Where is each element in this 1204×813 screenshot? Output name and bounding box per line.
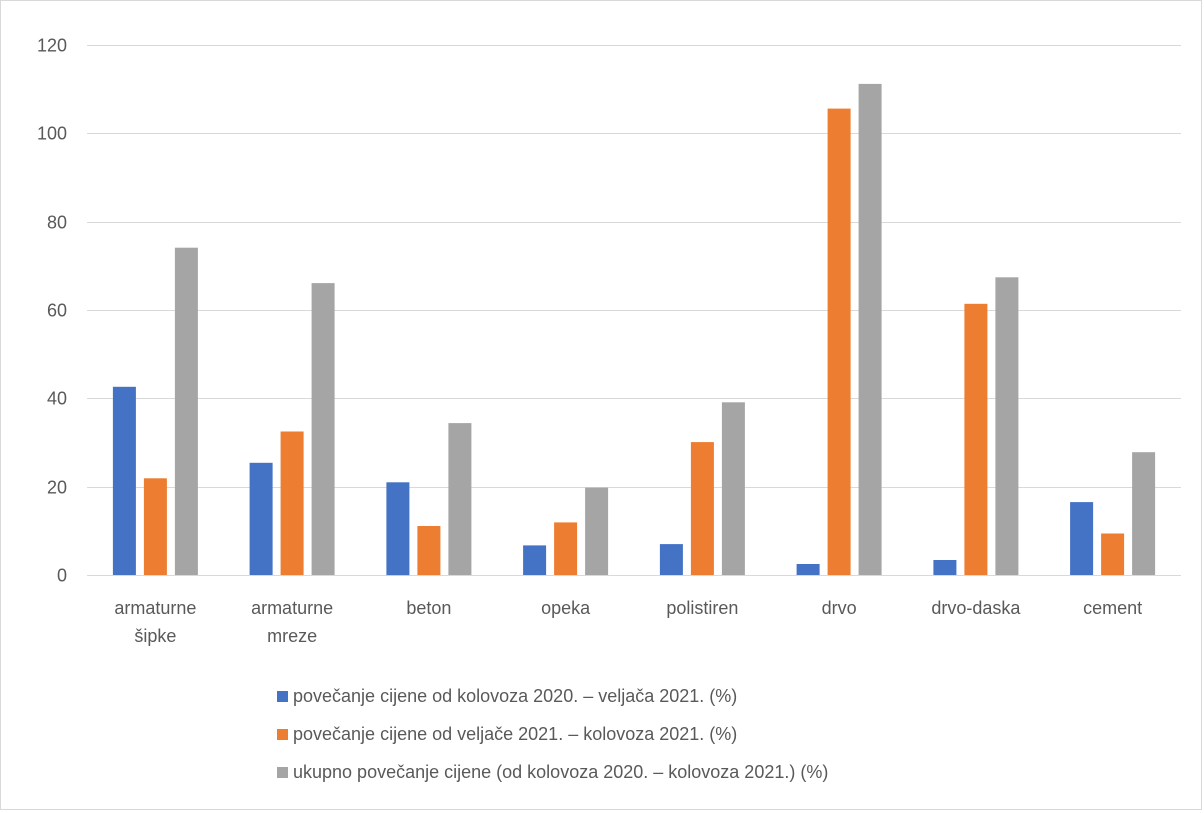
x-category-label: armaturne xyxy=(114,598,196,618)
legend-label-series-2: povečanje cijene od veljače 2021. – kolo… xyxy=(293,723,738,744)
bar-series-3-cat-5 xyxy=(721,402,745,575)
bar-series-2-cat-5 xyxy=(690,442,714,575)
bar-series-3-cat-2 xyxy=(311,283,335,575)
bar-series-3-cat-3 xyxy=(448,423,472,575)
bar-series-1-cat-3 xyxy=(386,482,410,576)
bar-series-1-cat-4 xyxy=(523,545,547,575)
x-axis-categories: armaturne šipke armaturne mreze beton opeka po… xyxy=(114,598,1142,646)
bar-series-1-cat-8 xyxy=(1070,502,1094,575)
x-category-label: drvo-daska xyxy=(931,598,1021,618)
bar-series-2-cat-4 xyxy=(554,522,578,575)
legend-label-series-1: povečanje cijene od kolovoza 2020. – vel… xyxy=(293,685,738,706)
bar-series-2-cat-7 xyxy=(964,303,988,575)
bar-series-1-cat-2 xyxy=(249,462,273,575)
bar-series-1-cat-1 xyxy=(112,386,136,575)
y-tick-label: 20 xyxy=(47,478,67,498)
bar-series-3-cat-7 xyxy=(995,277,1019,575)
y-tick-label: 100 xyxy=(37,124,67,144)
x-category-label: drvo xyxy=(822,598,857,618)
bar-series-1-cat-5 xyxy=(659,544,683,575)
x-category-label: šipke xyxy=(134,626,176,646)
bar-series-1-cat-6 xyxy=(796,564,820,575)
legend-item-series-1: povečanje cijene od kolovoza 2020. – vel… xyxy=(277,677,1157,715)
legend: povečanje cijene od kolovoza 2020. – vel… xyxy=(277,677,1157,791)
legend-label-series-3: ukupno povečanje cijene (od kolovoza 202… xyxy=(293,761,829,782)
bar-series-3-cat-4 xyxy=(585,487,609,575)
y-tick-label: 60 xyxy=(47,301,67,321)
x-category-label: opeka xyxy=(541,598,591,618)
bar-series-2-cat-6 xyxy=(827,108,851,575)
bar-series-1-cat-7 xyxy=(933,560,957,575)
y-tick-label: 120 xyxy=(37,36,67,56)
bar-series-2-cat-3 xyxy=(417,526,441,575)
legend-swatch-series-1 xyxy=(277,690,288,702)
x-category-label: cement xyxy=(1083,598,1142,618)
y-tick-label: 40 xyxy=(47,389,67,409)
bar-series-2-cat-8 xyxy=(1101,533,1125,575)
legend-swatch-series-2 xyxy=(277,728,288,740)
bar-series-3-cat-1 xyxy=(174,247,198,575)
x-category-label: armaturne xyxy=(251,598,333,618)
legend-item-series-2: povečanje cijene od veljače 2021. – kolo… xyxy=(277,715,1157,753)
bar-series-2-cat-2 xyxy=(280,431,304,575)
x-category-label: mreze xyxy=(267,626,317,646)
bar-series-3-cat-6 xyxy=(858,83,882,576)
bars xyxy=(112,83,1156,576)
y-axis-ticks: 0 20 40 60 80 100 120 xyxy=(37,36,67,586)
legend-item-series-3: ukupno povečanje cijene (od kolovoza 202… xyxy=(277,753,1157,791)
y-tick-label: 0 xyxy=(57,566,67,586)
y-tick-label: 80 xyxy=(47,213,67,233)
bar-series-2-cat-1 xyxy=(143,478,167,575)
bar-series-3-cat-8 xyxy=(1132,452,1156,575)
legend-swatch-series-3 xyxy=(277,766,288,778)
x-category-label: polistiren xyxy=(666,598,738,618)
x-category-label: beton xyxy=(406,598,451,618)
